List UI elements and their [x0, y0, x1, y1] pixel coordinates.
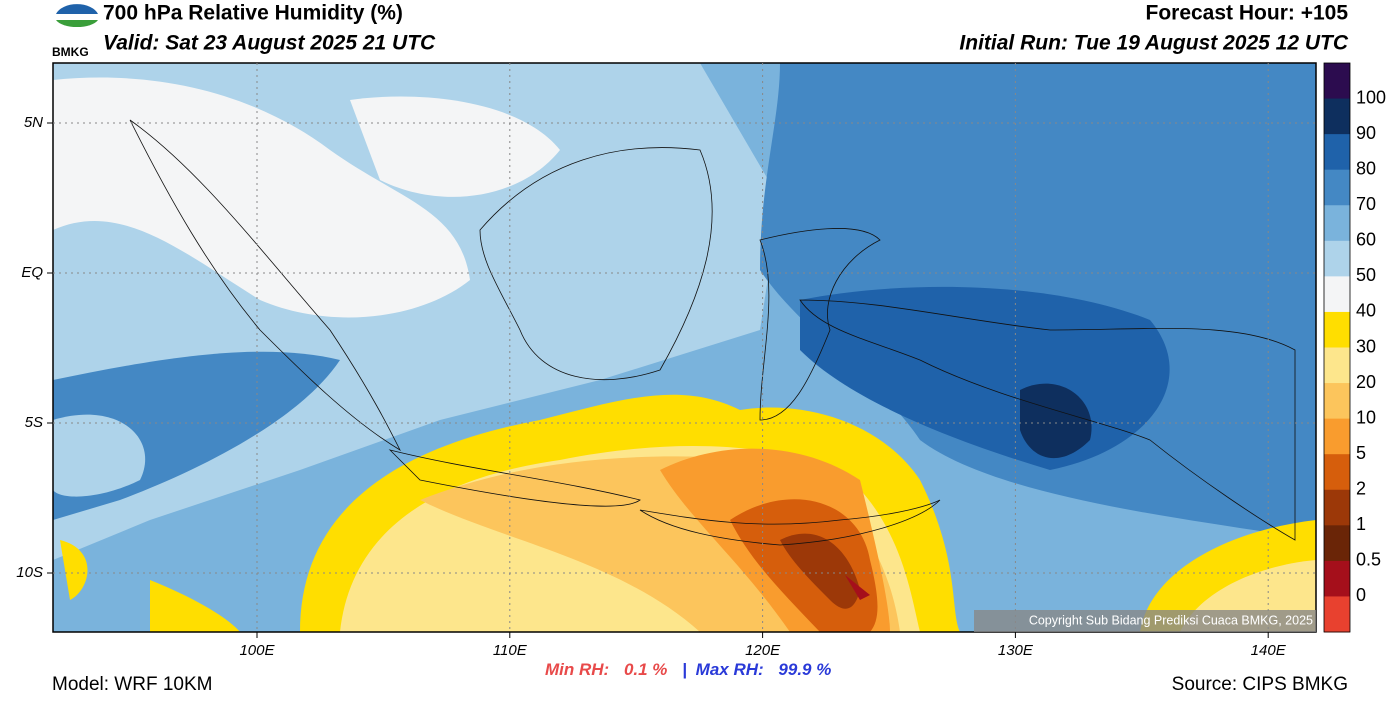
- colorbar-segment: [1324, 560, 1350, 597]
- source: Source: CIPS BMKG: [1172, 674, 1348, 695]
- colorbar-segment: [1324, 311, 1350, 348]
- colorbar-segment: [1324, 525, 1350, 562]
- colorbar-segment: [1324, 205, 1350, 242]
- colorbar-segment: [1324, 454, 1350, 491]
- separator: |: [682, 660, 687, 679]
- min-label: Min RH:: [545, 660, 609, 679]
- colorbar-segment: [1324, 240, 1350, 277]
- colorbar-segment: [1324, 169, 1350, 206]
- colorbar-label: 100: [1356, 87, 1386, 107]
- colorbar-segment: [1324, 347, 1350, 384]
- max-label: Max RH:: [696, 660, 764, 679]
- colorbar-label: 70: [1356, 194, 1376, 214]
- lon-label: 100E: [239, 642, 275, 659]
- forecast-hour: Forecast Hour: +105: [1146, 2, 1349, 25]
- colorbar-label: 30: [1356, 336, 1376, 356]
- colorbar-label: 80: [1356, 158, 1376, 178]
- copyright-box: [974, 610, 1316, 632]
- copyright: Copyright Sub Bidang Prediksi Cuaca BMKG…: [1029, 613, 1313, 627]
- min-value: 0.1 %: [624, 660, 667, 679]
- valid-time: Valid: Sat 23 August 2025 21 UTC: [103, 32, 436, 55]
- colorbar-segment: [1324, 98, 1350, 135]
- max-value: 99.9 %: [778, 660, 831, 679]
- colorbar-label: 5: [1356, 443, 1366, 463]
- colorbar-segment: [1324, 489, 1350, 526]
- lat-label: 10S: [16, 564, 43, 581]
- map-field: [53, 63, 1316, 632]
- map-frame: [52, 62, 1317, 633]
- colorbar-label: 90: [1356, 123, 1376, 143]
- colorbar-label: 20: [1356, 372, 1376, 392]
- lat-label: 5N: [24, 114, 43, 131]
- min-max: Min RH: 0.1 % | Max RH: 99.9 %: [545, 660, 831, 679]
- colorbar-frame: [1323, 62, 1351, 633]
- initial-run: Initial Run: Tue 19 August 2025 12 UTC: [959, 32, 1348, 55]
- logo-text: BMKG: [52, 45, 89, 59]
- lon-label: 130E: [998, 642, 1034, 659]
- colorbar-segment: [1324, 596, 1350, 633]
- lon-label: 110E: [493, 642, 528, 659]
- colorbar-label: 40: [1356, 301, 1376, 321]
- lat-label: 5S: [25, 414, 43, 431]
- lon-label: 140E: [1251, 642, 1287, 659]
- colorbar-segment: [1324, 134, 1350, 171]
- colorbar-label: 2: [1356, 479, 1366, 499]
- title: 700 hPa Relative Humidity (%): [103, 2, 403, 25]
- colorbar-label: 60: [1356, 230, 1376, 250]
- colorbar-label: 1: [1356, 514, 1366, 534]
- colorbar-segment: [1324, 383, 1350, 420]
- colorbar-segment: [1324, 418, 1350, 455]
- colorbar-label: 10: [1356, 407, 1376, 427]
- lon-label: 120E: [745, 642, 781, 659]
- model: Model: WRF 10KM: [52, 674, 212, 695]
- colorbar-segment: [1324, 63, 1350, 100]
- colorbar-label: 50: [1356, 265, 1376, 285]
- colorbar-label: 0: [1356, 585, 1366, 605]
- lat-label: EQ: [21, 264, 43, 281]
- colorbar-label: 0.5: [1356, 550, 1381, 570]
- colorbar-segment: [1324, 276, 1350, 313]
- logo: BMKG: [52, 4, 98, 59]
